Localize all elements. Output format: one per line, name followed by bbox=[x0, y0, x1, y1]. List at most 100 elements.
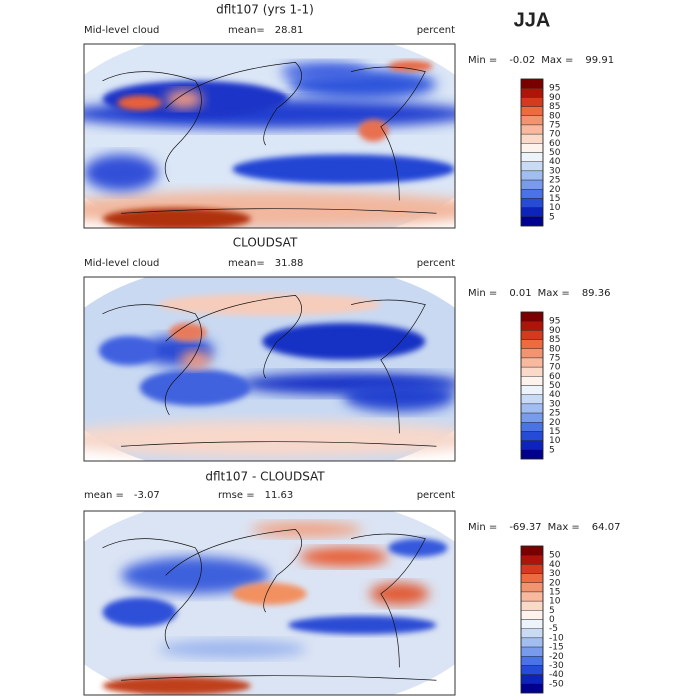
stat: rmse = 11.63 bbox=[218, 490, 293, 501]
colorbar-label: 5 bbox=[549, 445, 555, 455]
map-field bbox=[102, 207, 251, 228]
colorbar-box bbox=[520, 366, 544, 377]
stat-value: -3.07 bbox=[134, 490, 160, 501]
stat-label: mean= bbox=[228, 258, 265, 269]
colorbar-label: 15 bbox=[549, 427, 560, 437]
panel-title: CLOUDSAT bbox=[233, 236, 298, 250]
colorbar-box bbox=[520, 656, 544, 666]
map-frame bbox=[83, 276, 456, 462]
colorbar-box bbox=[520, 600, 544, 611]
map bbox=[84, 277, 455, 461]
colorbar-box bbox=[520, 115, 544, 126]
colorbar-label: 40 bbox=[549, 390, 561, 400]
variable-label: Mid-level cloud bbox=[84, 258, 159, 269]
colorbar-label: 5 bbox=[549, 606, 555, 616]
colorbar-box bbox=[520, 189, 544, 199]
max-value: 99.91 bbox=[585, 55, 614, 66]
stat-label: mean = bbox=[84, 490, 124, 501]
colorbar-box bbox=[520, 376, 544, 386]
colorbar-box bbox=[520, 385, 544, 395]
colorbar-box bbox=[520, 198, 544, 208]
map-field bbox=[299, 547, 389, 567]
colorbar-box bbox=[520, 216, 544, 227]
colorbar-box bbox=[520, 646, 544, 657]
colorbar-box bbox=[520, 637, 544, 648]
map-field bbox=[388, 60, 433, 72]
colorbar-label: 75 bbox=[549, 120, 560, 130]
stat: mean = -3.07 bbox=[84, 490, 160, 501]
colorbar-box bbox=[520, 357, 544, 368]
stat-value: 11.63 bbox=[265, 490, 294, 501]
colorbar-frame bbox=[520, 545, 544, 694]
colorbar-label: 40 bbox=[549, 157, 561, 167]
min-max: Min = -69.37 Max = 64.07 bbox=[468, 522, 620, 533]
map-field bbox=[158, 639, 307, 659]
colorbar-label: -10 bbox=[549, 633, 564, 643]
map-field bbox=[232, 154, 455, 184]
max-value: 89.36 bbox=[582, 288, 611, 299]
colorbar-box bbox=[520, 179, 544, 190]
min-label: Min = bbox=[468, 522, 497, 533]
units-label: percent bbox=[417, 490, 455, 501]
stat-value: 31.88 bbox=[275, 258, 304, 269]
colorbar-box bbox=[520, 665, 544, 675]
colorbar-box bbox=[520, 311, 544, 322]
colorbar-box bbox=[520, 591, 544, 602]
map-field bbox=[180, 350, 211, 369]
colorbar-label: -40 bbox=[549, 670, 564, 680]
colorbar-label: 40 bbox=[549, 560, 561, 570]
colorbar-label: 15 bbox=[549, 194, 560, 204]
colorbar-box bbox=[520, 431, 544, 441]
colorbar-label: 20 bbox=[549, 418, 561, 428]
colorbar-label: 30 bbox=[549, 166, 561, 176]
map-field bbox=[98, 335, 159, 366]
colorbar-label: 10 bbox=[549, 203, 561, 213]
units-label: percent bbox=[417, 25, 455, 36]
variable-label: Mid-level cloud bbox=[84, 25, 159, 36]
colorbar-box bbox=[520, 161, 544, 172]
stat: mean= 28.81 bbox=[228, 25, 303, 36]
colorbar-label: 75 bbox=[549, 353, 560, 363]
colorbar-label: 85 bbox=[549, 102, 560, 112]
colorbar-label: -20 bbox=[549, 652, 564, 662]
colorbar-label: -30 bbox=[549, 661, 564, 671]
colorbar-label: 30 bbox=[549, 399, 561, 409]
map-field bbox=[288, 615, 437, 635]
colorbar-label: 95 bbox=[549, 84, 560, 94]
colorbar-box bbox=[520, 106, 544, 116]
map-field bbox=[117, 95, 162, 111]
colorbar-label: 10 bbox=[549, 436, 561, 446]
min-value: -0.02 bbox=[509, 55, 535, 66]
units-label: percent bbox=[417, 258, 455, 269]
colorbar-box bbox=[520, 87, 544, 98]
max-label: Max = bbox=[538, 288, 570, 299]
map-field bbox=[369, 582, 430, 605]
colorbar-box bbox=[520, 628, 544, 639]
colorbar-label: 15 bbox=[549, 587, 560, 597]
colorbar-box bbox=[520, 545, 544, 556]
map bbox=[84, 44, 455, 228]
coastline bbox=[102, 295, 437, 447]
panel-title: dflt107 - CLOUDSAT bbox=[205, 470, 325, 484]
map-field bbox=[102, 676, 251, 695]
colorbar-box bbox=[520, 582, 544, 593]
colorbar-label: 50 bbox=[549, 148, 561, 158]
min-max: Min = 0.01 Max = 89.36 bbox=[468, 288, 610, 299]
colorbar-label: 25 bbox=[549, 409, 560, 419]
colorbar-box bbox=[520, 412, 544, 423]
colorbar-box bbox=[520, 339, 544, 349]
colorbar-box bbox=[520, 78, 544, 89]
map bbox=[84, 511, 455, 695]
colorbar-label: 80 bbox=[549, 111, 561, 121]
map-field bbox=[139, 369, 251, 406]
colorbar-label: 60 bbox=[549, 372, 561, 382]
colorbar-box bbox=[520, 394, 544, 405]
colorbar-frame bbox=[520, 78, 544, 227]
panel-title: dflt107 (yrs 1-1) bbox=[216, 3, 314, 17]
colorbar-label: -5 bbox=[549, 624, 558, 634]
colorbar-label: 90 bbox=[549, 93, 561, 103]
colorbar-box bbox=[520, 610, 544, 620]
colorbar-box bbox=[520, 564, 544, 574]
colorbar-box bbox=[520, 320, 544, 331]
